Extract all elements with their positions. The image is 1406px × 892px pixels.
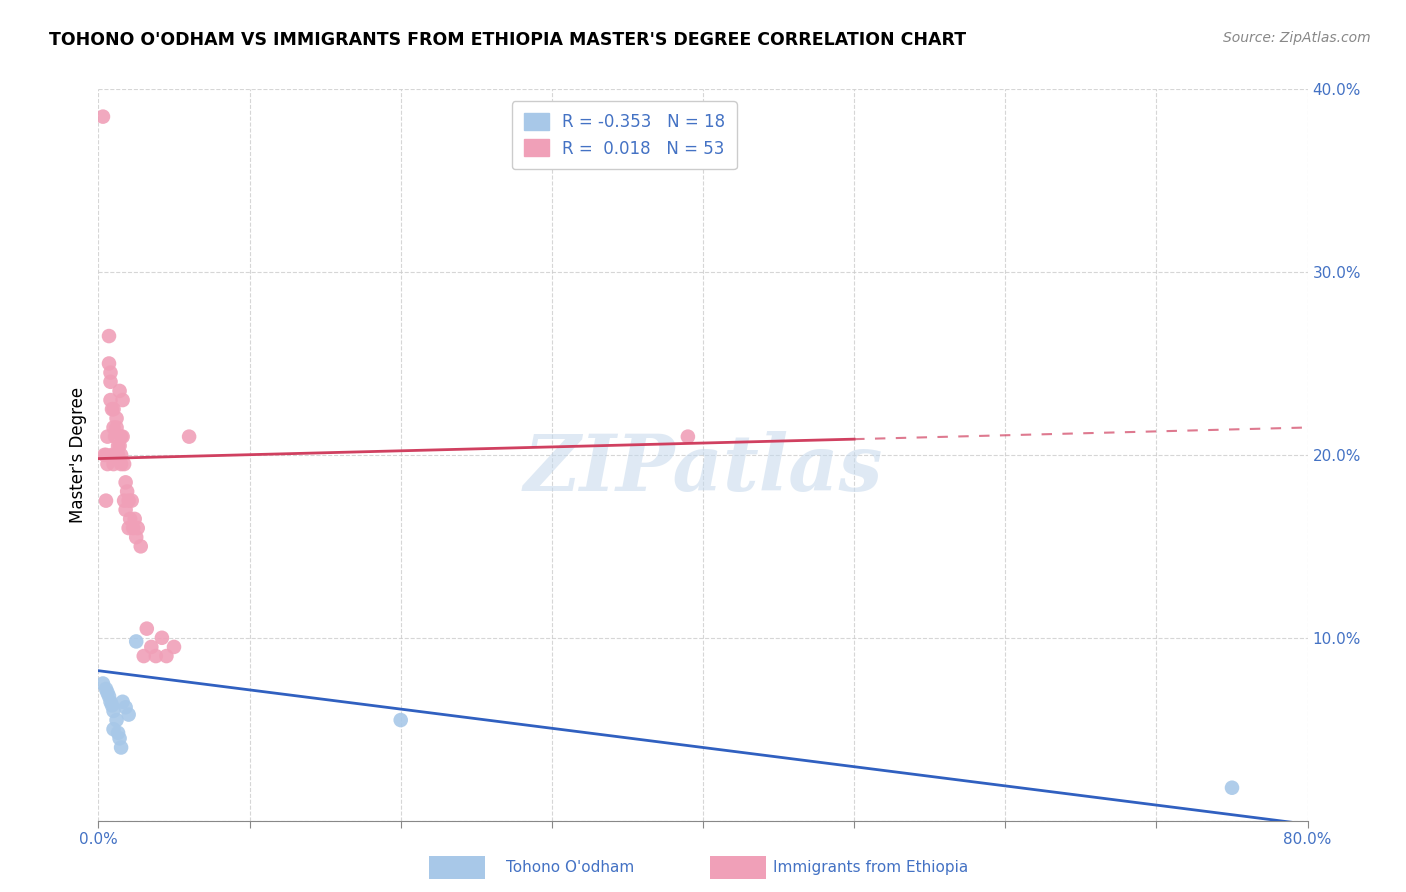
Point <box>111 430 134 444</box>
Point <box>103 457 125 471</box>
Point <box>98 356 121 371</box>
Point <box>121 493 143 508</box>
Point <box>91 676 114 690</box>
Point <box>94 493 117 508</box>
Point <box>111 392 134 407</box>
Point <box>110 448 132 462</box>
Point <box>179 430 201 444</box>
Point <box>96 686 118 700</box>
Point <box>127 521 149 535</box>
Point <box>132 649 155 664</box>
Point <box>115 484 138 499</box>
Point <box>125 530 148 544</box>
Point <box>389 713 412 727</box>
Point <box>105 411 128 425</box>
Point <box>103 723 125 737</box>
Text: Immigrants from Ethiopia: Immigrants from Ethiopia <box>773 860 969 874</box>
Point <box>125 634 148 648</box>
Text: TOHONO O'ODHAM VS IMMIGRANTS FROM ETHIOPIA MASTER'S DEGREE CORRELATION CHART: TOHONO O'ODHAM VS IMMIGRANTS FROM ETHIOP… <box>49 31 966 49</box>
Point <box>105 713 128 727</box>
Point <box>108 384 131 398</box>
Point <box>135 622 157 636</box>
Point <box>129 539 152 553</box>
Point <box>107 439 129 453</box>
Point <box>108 439 131 453</box>
Point <box>104 448 127 462</box>
Point <box>104 430 127 444</box>
Point <box>103 420 125 434</box>
Point <box>118 707 141 722</box>
Point <box>100 392 122 407</box>
Point <box>100 366 122 380</box>
Point <box>101 402 124 417</box>
Point <box>108 731 131 746</box>
Point <box>1220 780 1243 795</box>
Point <box>105 448 128 462</box>
Point <box>100 375 122 389</box>
Point <box>96 457 118 471</box>
Point <box>100 695 122 709</box>
Point <box>111 695 134 709</box>
Point <box>118 493 141 508</box>
Point <box>145 649 167 664</box>
Point <box>122 521 145 535</box>
Point <box>141 640 163 654</box>
Legend: R = -0.353   N = 18, R =  0.018   N = 53: R = -0.353 N = 18, R = 0.018 N = 53 <box>512 101 737 169</box>
Point <box>96 430 118 444</box>
Point <box>110 740 132 755</box>
Point <box>98 690 121 704</box>
Point <box>94 681 117 696</box>
Point <box>110 430 132 444</box>
Point <box>107 448 129 462</box>
Point <box>163 640 186 654</box>
Text: Tohono O'odham: Tohono O'odham <box>506 860 634 874</box>
Point <box>105 420 128 434</box>
Point <box>101 448 124 462</box>
Point <box>94 448 117 462</box>
Point <box>114 503 136 517</box>
Point <box>112 457 135 471</box>
Point <box>103 402 125 417</box>
Point <box>103 704 125 718</box>
Point <box>150 631 173 645</box>
Point <box>118 521 141 535</box>
Point <box>676 430 699 444</box>
Text: Source: ZipAtlas.com: Source: ZipAtlas.com <box>1223 31 1371 45</box>
Point <box>114 475 136 490</box>
Point <box>107 726 129 740</box>
Point <box>101 698 124 713</box>
Text: ZIPatlas: ZIPatlas <box>523 432 883 508</box>
Point <box>112 493 135 508</box>
Point <box>93 448 115 462</box>
Point <box>155 649 177 664</box>
Point <box>91 110 114 124</box>
Point <box>120 512 142 526</box>
Point <box>98 329 121 343</box>
Y-axis label: Master's Degree: Master's Degree <box>69 387 87 523</box>
Point <box>124 512 146 526</box>
Point <box>110 457 132 471</box>
Point <box>114 700 136 714</box>
